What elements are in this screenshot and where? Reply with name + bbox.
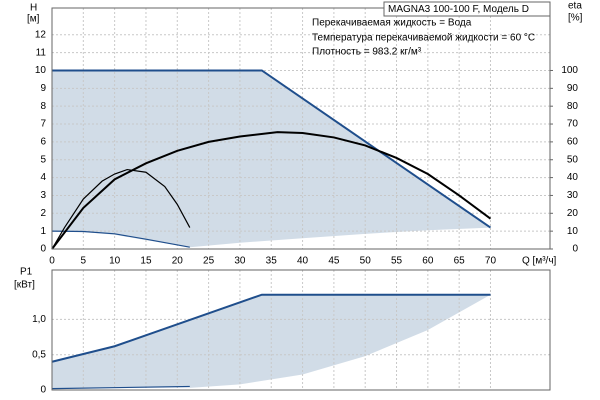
annotation: Температура перекачиваемой жидкости = 60… (312, 33, 535, 44)
x-tick-label: 45 (328, 256, 340, 267)
x-tick-label: 0 (49, 256, 55, 267)
annotation: Перекачиваемая жидкость = Вода (312, 18, 472, 29)
curve (51, 293, 491, 363)
x-tick-label: 15 (140, 256, 152, 267)
y2-tick-label: 80 (567, 101, 579, 112)
annotation: Плотность = 983.2 кг/м³ (312, 47, 422, 58)
x-tick-label: 10 (109, 256, 121, 267)
y2-tick-label: 60 (567, 137, 579, 148)
operating-area (52, 294, 491, 389)
x-tick-label: 25 (203, 256, 215, 267)
y2-tick-label: 50 (567, 154, 579, 165)
y-tick-label: 5 (40, 154, 46, 165)
operating-area (52, 70, 491, 248)
curve (51, 131, 492, 250)
y-axis-label: H (30, 3, 37, 14)
x-tick-label: 60 (422, 256, 434, 267)
x-tick-label: 65 (454, 256, 466, 267)
y2-tick-label: 0 (572, 244, 578, 255)
y-tick-label: 9 (40, 83, 46, 94)
x-tick-label: 70 (485, 256, 497, 267)
y-tick-label: 1,0 (32, 314, 46, 325)
y2-axis-unit: [%] (568, 13, 583, 24)
y2-tick-label: 10 (567, 226, 579, 237)
y-tick-label: 7 (40, 119, 46, 130)
plot-frame (51, 269, 551, 391)
y2-tick-label: 90 (567, 83, 579, 94)
x-tick-label: 50 (360, 256, 372, 267)
y2-tick-label: 70 (567, 119, 579, 130)
y-tick-label: 2 (40, 208, 46, 219)
x-tick-label: 30 (234, 256, 246, 267)
x-axis-label: Q [м³/ч] (522, 256, 557, 267)
y-tick-label: 4 (40, 172, 46, 183)
title-box (383, 1, 551, 17)
y-tick-label: 10 (35, 65, 47, 76)
y-axis-unit: [м] (27, 14, 40, 25)
curve (52, 69, 492, 229)
y-tick-label: 8 (40, 101, 46, 112)
x-tick-label: 40 (297, 256, 309, 267)
y-tick-label: 0 (40, 385, 46, 396)
plot-frame (51, 7, 551, 250)
y-axis-label: P1 (20, 267, 33, 278)
plot-layer: 0 0,5 1,0 (32, 269, 551, 396)
y-tick-label: 0,5 (32, 349, 46, 360)
curve (51, 385, 190, 390)
x-tick-label: 35 (266, 256, 278, 267)
y2-tick-label: 30 (567, 190, 579, 201)
y2-axis-label: eta (568, 1, 582, 12)
y-tick-label: 12 (35, 29, 47, 40)
curve (51, 168, 191, 250)
x-tick-label: 55 (391, 256, 403, 267)
y2-tick-label: 20 (567, 208, 579, 219)
x-tick-label: 5 (81, 256, 87, 267)
y-axis-unit: [кВт] (14, 280, 35, 291)
y-tick-label: 11 (36, 47, 47, 58)
y-tick-label: 1 (40, 226, 46, 237)
x-tick-label: 20 (172, 256, 184, 267)
y-tick-label: 6 (40, 137, 46, 148)
y2-tick-label: 100 (561, 65, 578, 76)
curve (51, 230, 190, 248)
y-tick-label: 0 (40, 244, 46, 255)
y-tick-label: 3 (40, 190, 46, 201)
chart-title: MAGNA3 100-100 F, Модель D (388, 4, 529, 15)
y2-tick-label: 40 (567, 172, 579, 183)
